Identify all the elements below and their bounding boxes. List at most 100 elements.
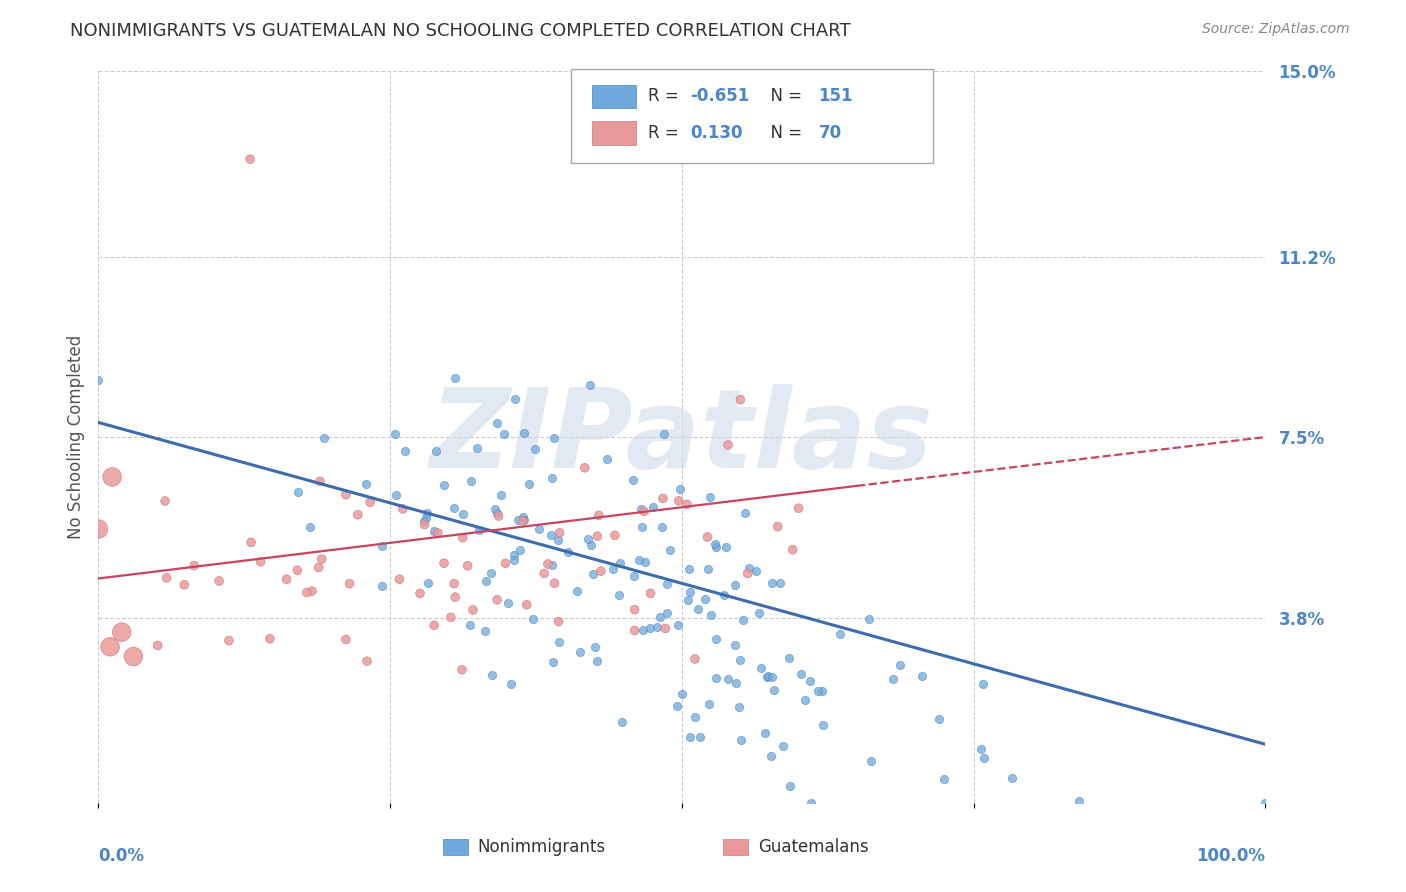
Text: Source: ZipAtlas.com: Source: ZipAtlas.com <box>1202 22 1350 37</box>
FancyBboxPatch shape <box>443 839 468 855</box>
Point <box>543 431 565 445</box>
Point <box>714 541 737 555</box>
Point <box>733 613 755 627</box>
Point <box>543 576 565 591</box>
Point <box>413 517 436 532</box>
Point <box>609 556 631 570</box>
Point <box>496 596 519 610</box>
Text: ZIPatlas: ZIPatlas <box>430 384 934 491</box>
Point <box>581 537 603 551</box>
Point <box>426 525 449 540</box>
Point <box>858 612 880 626</box>
Point <box>633 504 655 518</box>
Point <box>87 522 110 536</box>
Point <box>579 378 602 392</box>
Point <box>610 714 633 729</box>
Point <box>111 625 134 640</box>
Point <box>486 416 509 430</box>
Point <box>506 513 529 527</box>
Point <box>491 488 513 502</box>
Point <box>87 373 110 387</box>
Point <box>696 562 718 576</box>
Point <box>512 514 534 528</box>
Point <box>517 476 540 491</box>
Point <box>657 607 679 621</box>
Point <box>548 525 571 540</box>
Point <box>683 652 706 666</box>
Point <box>301 584 323 599</box>
Point <box>654 622 676 636</box>
Point <box>623 569 645 583</box>
Point <box>749 660 772 674</box>
Point <box>335 488 357 502</box>
Point <box>537 557 560 571</box>
Point <box>631 623 654 637</box>
Text: R =: R = <box>648 87 685 105</box>
Text: 151: 151 <box>818 87 853 105</box>
Point <box>299 520 322 534</box>
Point <box>676 593 699 607</box>
Text: R =: R = <box>648 124 685 142</box>
Point <box>479 566 502 581</box>
Point <box>314 431 336 445</box>
Point <box>101 470 124 484</box>
Point <box>704 632 727 646</box>
Point <box>475 574 498 588</box>
Point <box>668 493 690 508</box>
Point <box>669 482 692 496</box>
Point <box>356 654 378 668</box>
Point <box>607 588 630 602</box>
Point <box>634 555 657 569</box>
Point <box>779 779 801 793</box>
Point <box>468 523 491 537</box>
Point <box>699 490 721 504</box>
Point <box>1254 796 1277 810</box>
Text: 0.0%: 0.0% <box>98 847 145 864</box>
Point <box>699 697 721 711</box>
Point <box>208 574 231 588</box>
Point <box>655 577 678 591</box>
Point <box>640 621 662 635</box>
Text: NONIMMIGRANTS VS GUATEMALAN NO SCHOOLING COMPLETED CORRELATION CHART: NONIMMIGRANTS VS GUATEMALAN NO SCHOOLING… <box>70 22 851 40</box>
Point <box>972 677 994 691</box>
Point <box>444 590 467 604</box>
Point <box>485 507 508 521</box>
Point <box>423 618 446 632</box>
Point <box>889 657 911 672</box>
Point <box>737 566 759 581</box>
Point <box>501 677 523 691</box>
FancyBboxPatch shape <box>571 70 932 162</box>
Text: -0.651: -0.651 <box>690 87 749 105</box>
Point <box>513 425 536 440</box>
Point <box>700 607 723 622</box>
Point <box>790 667 813 681</box>
Point <box>586 654 609 668</box>
Point <box>623 624 645 638</box>
Point <box>122 649 145 664</box>
Point <box>928 712 950 726</box>
Point <box>683 710 706 724</box>
Point <box>643 500 665 514</box>
Point <box>628 553 651 567</box>
Point <box>440 610 463 624</box>
Point <box>443 576 465 591</box>
Point <box>748 607 770 621</box>
Point <box>728 653 751 667</box>
Point <box>576 532 599 546</box>
Point <box>488 509 510 524</box>
Point <box>658 543 681 558</box>
Point <box>586 529 609 543</box>
FancyBboxPatch shape <box>723 839 748 855</box>
Point <box>276 572 298 586</box>
Point <box>794 693 817 707</box>
Point <box>640 586 662 600</box>
Point <box>98 640 121 654</box>
Point <box>713 588 735 602</box>
Point <box>183 558 205 573</box>
Point <box>394 443 416 458</box>
Point <box>602 562 624 576</box>
Point <box>645 620 668 634</box>
Text: N =: N = <box>761 124 807 142</box>
Point <box>391 502 413 516</box>
Text: Guatemalans: Guatemalans <box>758 838 869 855</box>
